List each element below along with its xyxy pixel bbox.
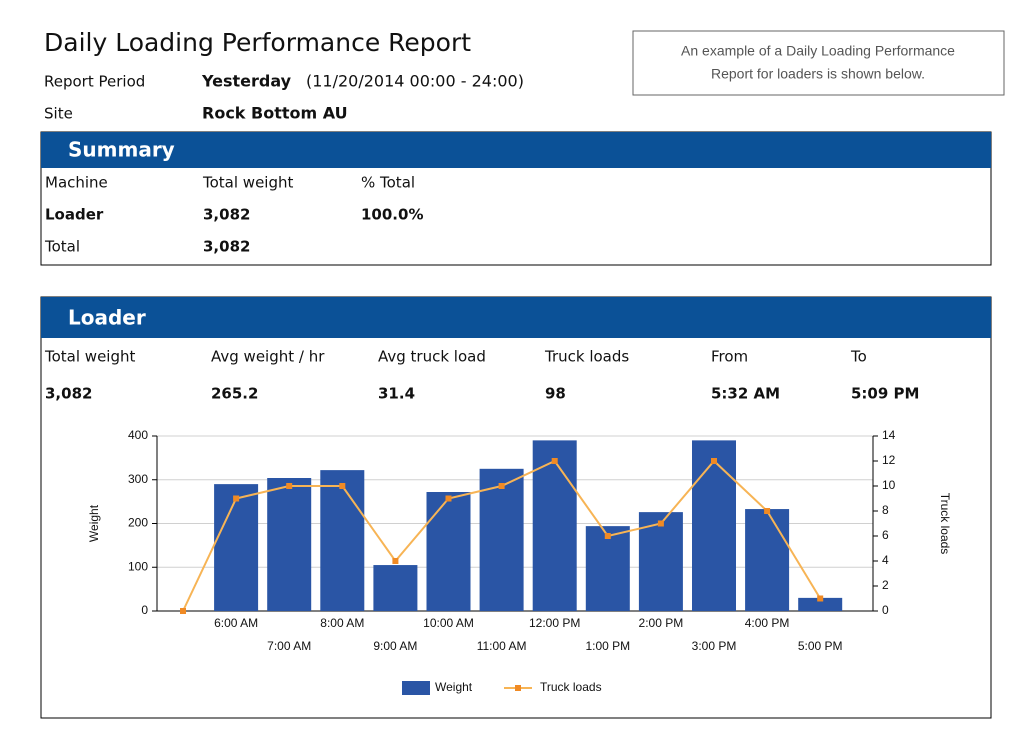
line-point (711, 458, 717, 464)
note-box (632, 30, 1005, 96)
bar (585, 526, 630, 611)
y2-tick-label: 12 (882, 453, 896, 467)
bar (373, 565, 418, 611)
bar (426, 492, 471, 611)
bar (692, 440, 736, 611)
summary-cell: 3,082 (203, 238, 250, 256)
summary-cell: 100.0% (361, 206, 423, 224)
stat-value: 98 (545, 385, 566, 403)
bar (798, 597, 843, 611)
stat-label: Truck loads (544, 348, 629, 366)
y-tick-label: 400 (128, 428, 148, 442)
line-point (233, 495, 240, 502)
line-point (339, 483, 346, 489)
line-point (180, 608, 186, 614)
x-tick-label: 6:00 AM (214, 616, 258, 630)
summary-title: Summary (68, 138, 175, 162)
line-point (764, 508, 771, 514)
y2-tick-label: 2 (882, 578, 889, 592)
line-point (657, 520, 664, 527)
bar (638, 512, 683, 611)
stat-value: 31.4 (378, 385, 415, 403)
y2-tick-label: 14 (882, 428, 896, 442)
y2-tick-label: 0 (882, 603, 889, 617)
y2-tick-label: 4 (882, 553, 889, 567)
line-point (604, 533, 611, 539)
x-tick-label: 5:00 PM (798, 639, 843, 653)
period-label: Report Period (44, 73, 145, 91)
line-point (551, 458, 558, 464)
legend-label: Truck loads (540, 680, 602, 694)
y-tick-label: 300 (128, 472, 148, 486)
y-tick-label: 0 (141, 603, 148, 617)
x-tick-label: 4:00 PM (745, 616, 790, 630)
bar (479, 468, 524, 611)
summary-column: Machine (45, 174, 108, 192)
stat-label: Total weight (44, 348, 135, 366)
bar (532, 440, 577, 611)
report-title: Daily Loading Performance Report (44, 28, 471, 57)
stat-value: 5:09 PM (851, 385, 919, 403)
summary-cell: Loader (45, 206, 104, 224)
summary-cell: Total (44, 238, 80, 256)
y-tick-label: 200 (128, 516, 148, 530)
y2-axis-label: Truck loads (938, 493, 952, 555)
y2-tick-label: 8 (882, 503, 889, 517)
loader-header (41, 297, 991, 338)
legend-label: Weight (435, 680, 473, 694)
x-tick-label: 8:00 AM (320, 616, 364, 630)
stat-label: Avg weight / hr (211, 348, 325, 366)
line-point (817, 595, 824, 602)
bar (214, 484, 259, 611)
bar (745, 509, 790, 611)
y2-tick-label: 6 (882, 528, 889, 542)
x-tick-label: 11:00 AM (477, 639, 527, 653)
summary-column: % Total (361, 174, 415, 192)
stat-value: 265.2 (211, 385, 258, 403)
x-tick-label: 2:00 PM (639, 616, 684, 630)
y2-tick-label: 10 (882, 478, 896, 492)
line-point (286, 483, 293, 489)
y-axis-label: Weight (87, 504, 101, 542)
summary-column: Total weight (202, 174, 293, 192)
y-tick-label: 100 (128, 559, 148, 573)
period-value: Yesterday (201, 72, 292, 91)
note-line: An example of a Daily Loading Performanc… (681, 43, 955, 59)
x-tick-label: 10:00 AM (423, 616, 474, 630)
legend-swatch (515, 685, 521, 691)
stat-label: From (711, 348, 748, 366)
loader-title: Loader (68, 306, 146, 330)
summary-header (41, 132, 991, 168)
stat-label: To (850, 348, 867, 366)
x-tick-label: 7:00 AM (267, 639, 311, 653)
bar (320, 470, 365, 611)
period-range: (11/20/2014 00:00 - 24:00) (306, 72, 524, 91)
bar (267, 478, 312, 611)
line-point (392, 558, 399, 564)
x-tick-label: 12:00 PM (529, 616, 580, 630)
x-tick-label: 1:00 PM (585, 639, 630, 653)
legend-swatch (402, 681, 430, 695)
note-line: Report for loaders is shown below. (711, 66, 925, 82)
x-tick-label: 9:00 AM (373, 639, 417, 653)
stat-value: 5:32 AM (711, 385, 780, 403)
site-value: Rock Bottom AU (202, 104, 348, 123)
site-label: Site (44, 105, 73, 123)
stat-label: Avg truck load (378, 348, 486, 366)
line-point (498, 483, 505, 489)
stat-value: 3,082 (45, 385, 92, 403)
summary-cell: 3,082 (203, 206, 250, 224)
line-point (445, 495, 452, 502)
x-tick-label: 3:00 PM (692, 639, 737, 653)
